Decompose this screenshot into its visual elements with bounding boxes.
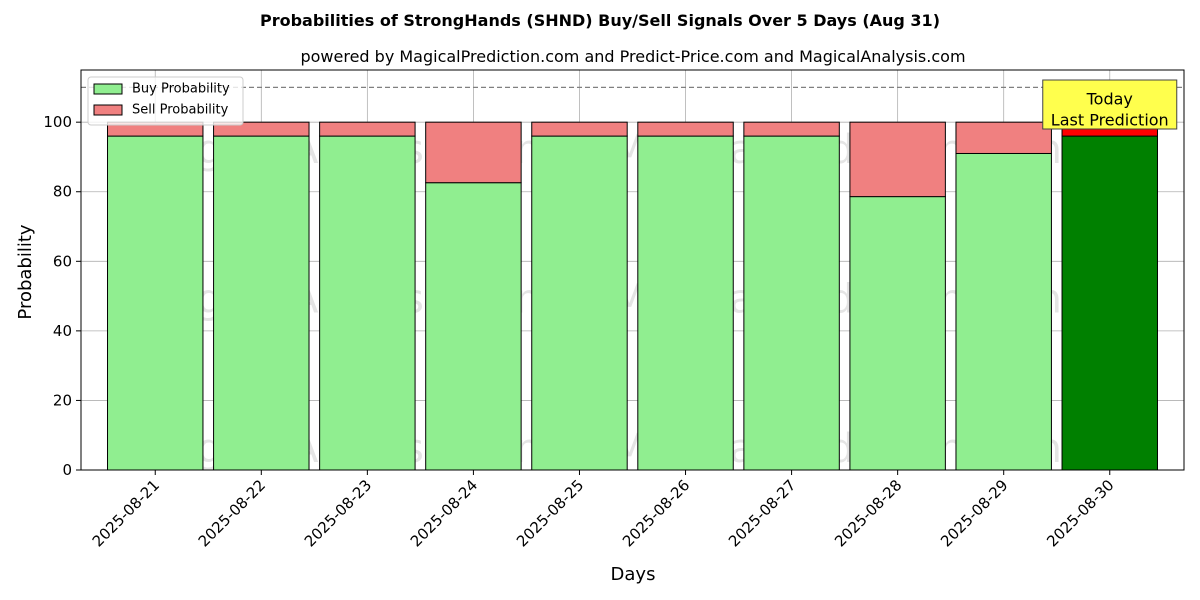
y-tick-label: 20 — [53, 391, 72, 409]
legend-swatch — [93, 104, 123, 116]
bar-sell — [637, 121, 734, 137]
bar-sell — [955, 121, 1052, 154]
legend: Buy Probability Sell Probability — [87, 76, 244, 126]
y-tick-label: 0 — [62, 461, 72, 479]
annotation-text: Today — [1086, 90, 1133, 109]
bar-buy — [955, 152, 1052, 471]
bar-sell — [743, 121, 840, 137]
chart-title: Probabilities of StrongHands (SHND) Buy/… — [260, 11, 940, 30]
legend-label: Buy Probability — [132, 82, 230, 97]
y-tick-label: 40 — [53, 322, 72, 340]
bar-sell — [849, 121, 946, 198]
bar-sell — [425, 121, 522, 184]
y-axis-label: Probability — [15, 224, 36, 319]
bar-buy — [213, 135, 310, 471]
x-axis-label: Days — [611, 564, 656, 585]
bar-sell — [531, 121, 628, 137]
chart-subtitle: powered by MagicalPrediction.com and Pre… — [300, 47, 965, 66]
y-tick-label: 80 — [53, 183, 72, 201]
legend-frame — [87, 76, 244, 126]
bar-buy — [637, 135, 734, 471]
bar-buy — [743, 135, 840, 471]
bar-buy — [319, 135, 416, 471]
legend-label: Sell Probability — [132, 103, 229, 118]
annotation-text: Last Prediction — [1051, 111, 1169, 130]
bar-sell — [213, 121, 310, 137]
bar-buy — [531, 135, 628, 471]
bar-buy — [107, 135, 204, 471]
y-tick-label: 60 — [53, 252, 72, 270]
annotation-box — [1042, 79, 1178, 130]
bar-buy — [849, 196, 946, 471]
bar-buy — [425, 182, 522, 471]
y-tick-label: 100 — [43, 113, 72, 131]
legend-swatch — [93, 83, 123, 95]
bar-sell — [319, 121, 416, 137]
plot-frame — [80, 69, 1185, 471]
bar-buy — [1061, 135, 1158, 471]
